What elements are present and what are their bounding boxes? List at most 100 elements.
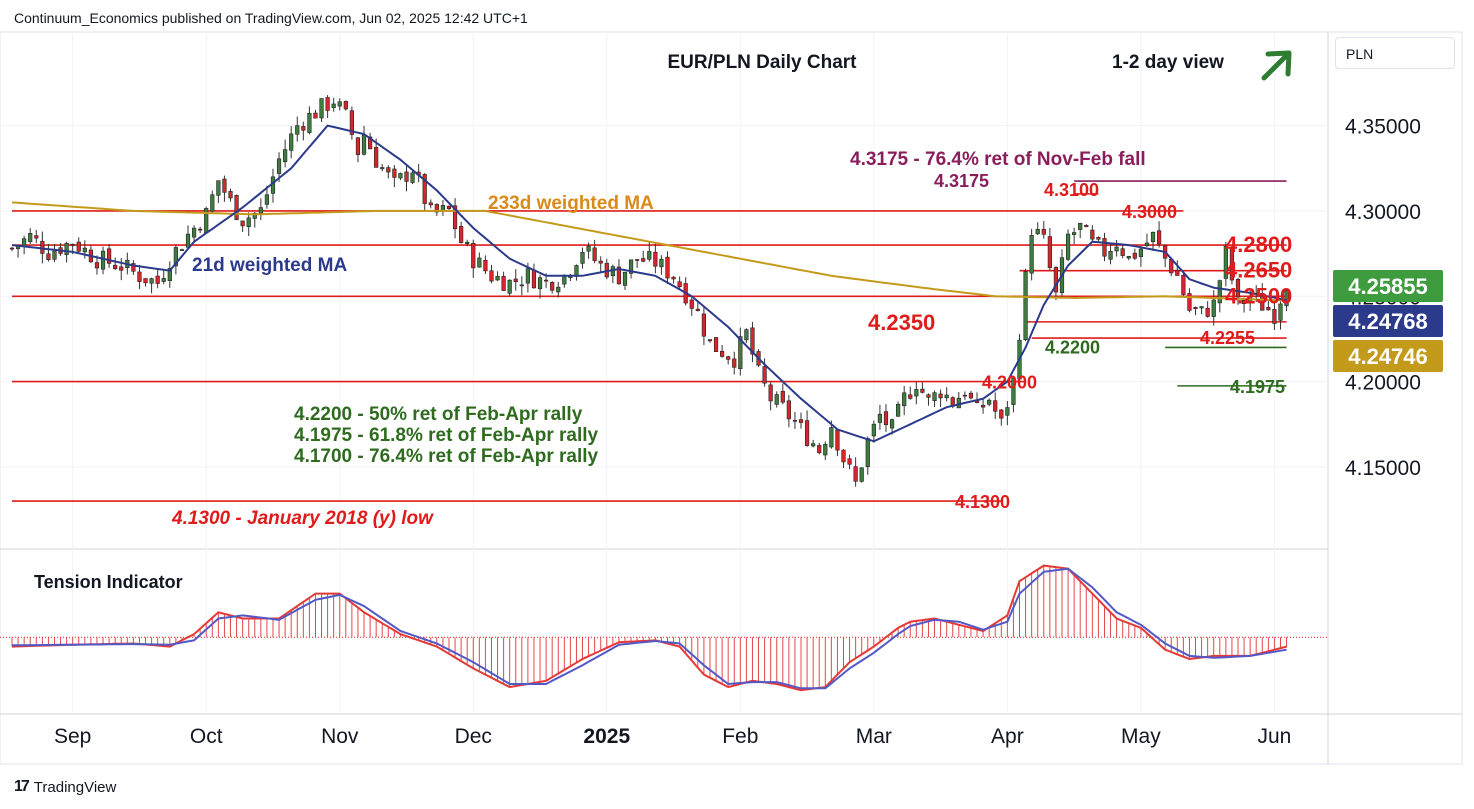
- retrace-note: 4.3175 - 76.4% ret of Nov-Feb fall: [850, 149, 1146, 170]
- candle-body: [343, 101, 348, 110]
- candle-body: [307, 112, 312, 133]
- y-tick-label: 4.20000: [1345, 372, 1421, 395]
- tradingview-logo[interactable]: 17 TradingView: [14, 778, 116, 796]
- level-label-43000: 4.3000: [1122, 202, 1177, 222]
- candle-body: [1193, 307, 1198, 309]
- level-label-41975: 4.1975: [1230, 377, 1285, 397]
- candle-body: [586, 245, 591, 252]
- candle-body: [1144, 242, 1150, 247]
- candle-body: [543, 279, 549, 282]
- view-label: 1-2 day view: [1112, 52, 1224, 73]
- candle-body: [404, 171, 409, 182]
- candle-body: [210, 194, 215, 212]
- y-tick-label: 4.35000: [1345, 116, 1421, 139]
- ma233-label: 233d weighted MA: [488, 193, 654, 214]
- price-badge-label: 4.25855: [1348, 274, 1428, 299]
- candle-body: [792, 419, 798, 422]
- candle-body: [28, 233, 33, 242]
- candle-body: [1035, 228, 1040, 235]
- candle-body: [179, 249, 185, 251]
- candle-body: [1266, 307, 1271, 311]
- candle-body: [191, 227, 197, 238]
- candle-body: [398, 173, 403, 179]
- candle-body: [883, 411, 889, 425]
- candle-body: [877, 413, 883, 423]
- candle-body: [902, 392, 907, 407]
- candle-body: [707, 339, 713, 342]
- candle-body: [744, 329, 749, 341]
- price-badge: [1333, 305, 1443, 337]
- candle-body: [804, 420, 810, 446]
- candle-body: [173, 247, 178, 267]
- candle-body: [228, 191, 233, 199]
- indicator-title: Tension Indicator: [34, 572, 183, 592]
- candle-body: [732, 358, 737, 368]
- candle-body: [100, 250, 106, 270]
- candle-body: [689, 299, 694, 309]
- candle-body: [22, 238, 27, 247]
- ma21-label: 21d weighted MA: [192, 255, 347, 276]
- candle-body: [1090, 229, 1095, 240]
- candle-body: [920, 388, 925, 393]
- up-arrow-icon: [1261, 51, 1291, 81]
- level-label-42350: 4.2350: [868, 310, 935, 335]
- candle-body: [325, 97, 330, 111]
- candle-body: [52, 250, 57, 260]
- moving-averages: [11, 124, 1287, 443]
- candle-body: [1138, 248, 1143, 258]
- candle-body: [34, 235, 39, 239]
- candle-body: [823, 443, 828, 456]
- candle-body: [264, 194, 270, 205]
- grid-lines: [0, 31, 1463, 765]
- candle-body: [295, 125, 300, 135]
- candle-body: [1181, 274, 1186, 295]
- candle-body: [1217, 280, 1222, 304]
- currency-selector[interactable]: PLN: [1335, 37, 1455, 69]
- candle-body: [798, 419, 804, 423]
- publisher-line: Continuum_Economics published on Trading…: [14, 10, 528, 26]
- candle-body: [507, 279, 512, 294]
- candle-body: [519, 284, 524, 287]
- candle-body: [647, 251, 652, 260]
- candle-body: [550, 282, 555, 291]
- candle-body: [592, 247, 597, 261]
- candle-body: [9, 247, 15, 250]
- candle-body: [1005, 407, 1010, 416]
- candle-body: [774, 394, 779, 405]
- candle-body: [46, 253, 51, 260]
- price-badge: [1333, 270, 1443, 302]
- low-note: 4.1300 - January 2018 (y) low: [171, 508, 434, 529]
- price-badge-label: 4.24746: [1348, 344, 1428, 369]
- x-tick-label: Sep: [54, 725, 91, 748]
- candle-body: [1156, 230, 1162, 245]
- candle-body: [841, 449, 846, 463]
- candle-body: [962, 394, 967, 397]
- candle-body: [94, 262, 100, 269]
- candle-body: [319, 98, 324, 119]
- candle-body: [276, 158, 282, 174]
- candle-body: [76, 241, 81, 252]
- candle-body: [452, 205, 458, 230]
- candle-body: [768, 384, 773, 402]
- candle-body: [1041, 228, 1046, 235]
- candle-body: [750, 327, 755, 355]
- candle-body: [525, 268, 530, 284]
- candle-body: [580, 252, 585, 264]
- candle-body: [1132, 252, 1137, 259]
- candle-body: [410, 172, 415, 183]
- ma21-line: [11, 124, 1287, 443]
- candle-body: [198, 228, 203, 231]
- candle-body: [446, 205, 452, 209]
- tradingview-brand: TradingView: [33, 778, 117, 796]
- candle-body: [240, 220, 245, 227]
- candle-body: [337, 101, 342, 107]
- indicator-line: [11, 564, 1287, 692]
- candle-body: [1241, 299, 1247, 304]
- level-label-42200: 4.2200: [1045, 337, 1100, 357]
- candle-body: [459, 226, 464, 243]
- candle-body: [252, 212, 257, 219]
- candle-body: [1205, 307, 1210, 317]
- candle-body: [222, 178, 227, 193]
- chart-title: EUR/PLN Daily Chart: [668, 52, 858, 73]
